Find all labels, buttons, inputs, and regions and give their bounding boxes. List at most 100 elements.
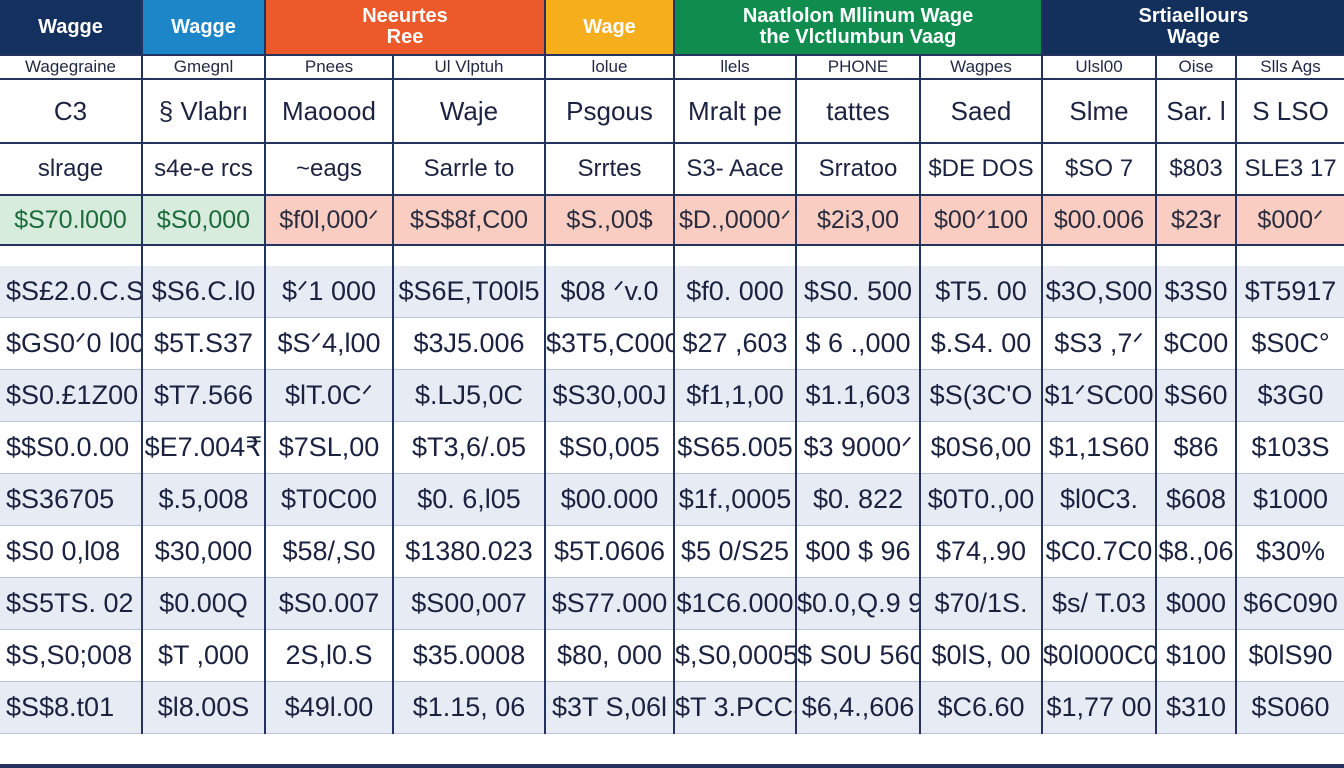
table-cell: $Sᐟ4,l00 [265,317,394,370]
table-cell: $S(3C'O [920,369,1044,422]
table-cell: $00 $ 96 [796,525,922,578]
table-cell: $S3 ,7ᐟ [1042,317,1158,370]
table-cell: $S65.005 [674,421,798,474]
label-cell: Slme [1042,79,1158,144]
table-cell: $S77.000 [545,577,676,630]
table-cell: $30% [1236,525,1344,578]
table-row: $S$8.t01 $l8.00S $49l.00 $1.15, 06 $3T S,06l… [0,681,1344,734]
table-cell: $3T S,06l [545,681,676,734]
table-cell: $3 9000ᐟ [796,421,922,474]
subheader-cell: Wagegraine [0,55,143,80]
spacer-cell [265,245,394,266]
label-cell: Srratoo [796,143,922,196]
table-cell: $0.00Q [142,577,266,630]
label-cell: Saed [920,79,1044,144]
table-cell: $1ᐟSC00 [1042,369,1158,422]
subheader-cell: PHONE [796,55,922,80]
spacer-cell [545,245,676,266]
highlight-cell: $23r [1156,195,1238,246]
header-group-cell: Neeurtes Ree [265,0,547,56]
table-cell: $74,.90 [920,525,1044,578]
spacer-cell [1236,245,1344,266]
highlight-cell: $f0l,000ᐟ [265,195,394,246]
table-cell: $1,77 00 [1042,681,1158,734]
label-cell: slrage [0,143,143,196]
label-cell: SLE3 17 [1236,143,1344,196]
label-row-2: slrage s4e-e rcs ~eags Sarrle to Srrtes S3- A… [0,143,1344,196]
table-cell: $T5. 00 [920,266,1044,318]
table-cell: $3S0 [1156,266,1238,318]
label-cell: s4e-e rcs [142,143,266,196]
table-cell: $3J5.006 [393,317,547,370]
table-cell: $S00,007 [393,577,547,630]
spacer-cell [920,245,1044,266]
table-cell: $35.0008 [393,629,547,682]
table-cell: $80, 000 [545,629,676,682]
table-cell: $49l.00 [265,681,394,734]
highlight-cell: $2i3,00 [796,195,922,246]
header-group-cell: Wagge [0,0,143,56]
table-cell: $T 3.PCCS [674,681,798,734]
highlight-cell: $D.,0000ᐟ [674,195,798,246]
table-cell: $1380.023 [393,525,547,578]
table-cell: $1,1S60 [1042,421,1158,474]
table-cell: $C00 [1156,317,1238,370]
subheader-cell: Gmegnl [142,55,266,80]
table-cell: $S060 [1236,681,1344,734]
table-row: $S£2.0.C.S $S6.C.l0 $ᐟ1 000 $S6E,T00l5 $08 ᐟ… [0,266,1344,318]
table-cell: $310 [1156,681,1238,734]
table-cell: $l0C3. [1042,473,1158,526]
table-cell: $0lS, 00 [920,629,1044,682]
label-cell: tattes [796,79,922,144]
table-cell: $0lS90 [1236,629,1344,682]
table-cell: $100 [1156,629,1238,682]
table-cell: $0l000C0 [1042,629,1158,682]
table-cell: $S,S0;008 [0,629,143,682]
header-group-row: Wagge Wagge Neeurtes Ree Wage Naatlolon Mllin… [0,0,1344,56]
subheader-cell: Wagpes [920,55,1044,80]
table-row: $S0.£1Z00 $T7.566 $lT.0Cᐟ $.LJ5,0C $S30,00J $… [0,369,1344,422]
label-cell: Srrtes [545,143,676,196]
label-cell: S3- Aace [674,143,798,196]
label-cell: C3 [0,79,143,144]
table-cell: $000 [1156,577,1238,630]
table-cell: $08 ᐟv.0 [545,266,676,318]
table-cell: $608 [1156,473,1238,526]
highlight-cell: $S70.l000 [0,195,143,246]
table-cell: $6C090 [1236,577,1344,630]
subheader-cell: Ulsl00 [1042,55,1158,80]
table-cell: $58/,S0 [265,525,394,578]
table-cell: $6,4.,606 [796,681,922,734]
table-cell: $3O,S00 [1042,266,1158,318]
table-cell: $S5TS. 02 [0,577,143,630]
table-cell: $ᐟ1 000 [265,266,394,318]
table-cell: $3T5,C000 [545,317,676,370]
header-group-cell: Wagge [142,0,266,56]
table-cell: $S36705 [0,473,143,526]
label-cell: Psgous [545,79,676,144]
label-cell: $DE DOS [920,143,1044,196]
label-cell: § Vlabrı [142,79,266,144]
label-cell: Sar. l [1156,79,1238,144]
table-cell: $S6.C.l0 [142,266,266,318]
spacer-row [0,245,1344,266]
table-cell: $1.1,603 [796,369,922,422]
table-cell: $0S6,00 [920,421,1044,474]
highlight-cell: $S0,000 [142,195,266,246]
table-cell: $7SL,00 [265,421,394,474]
table-cell: $5T.S37 [142,317,266,370]
table-cell: $f0. 000 [674,266,798,318]
table-cell: $27 ,603 [674,317,798,370]
table-cell: $1f.,0005 [674,473,798,526]
table-cell: $C6.60 [920,681,1044,734]
label-cell: ~eags [265,143,394,196]
table-cell: $,S0,0005 [674,629,798,682]
subheader-cell: lolue [545,55,676,80]
table-cell: $S$8.t01 [0,681,143,734]
wage-table: Wagge Wagge Neeurtes Ree Wage Naatlolon Mllin… [0,0,1344,734]
table-cell: $3G0 [1236,369,1344,422]
spacer-cell [1042,245,1158,266]
table-cell: $5 0/S25 [674,525,798,578]
table-cell: $GS0ᐟ0 l00 [0,317,143,370]
table-cell: $S30,00J [545,369,676,422]
